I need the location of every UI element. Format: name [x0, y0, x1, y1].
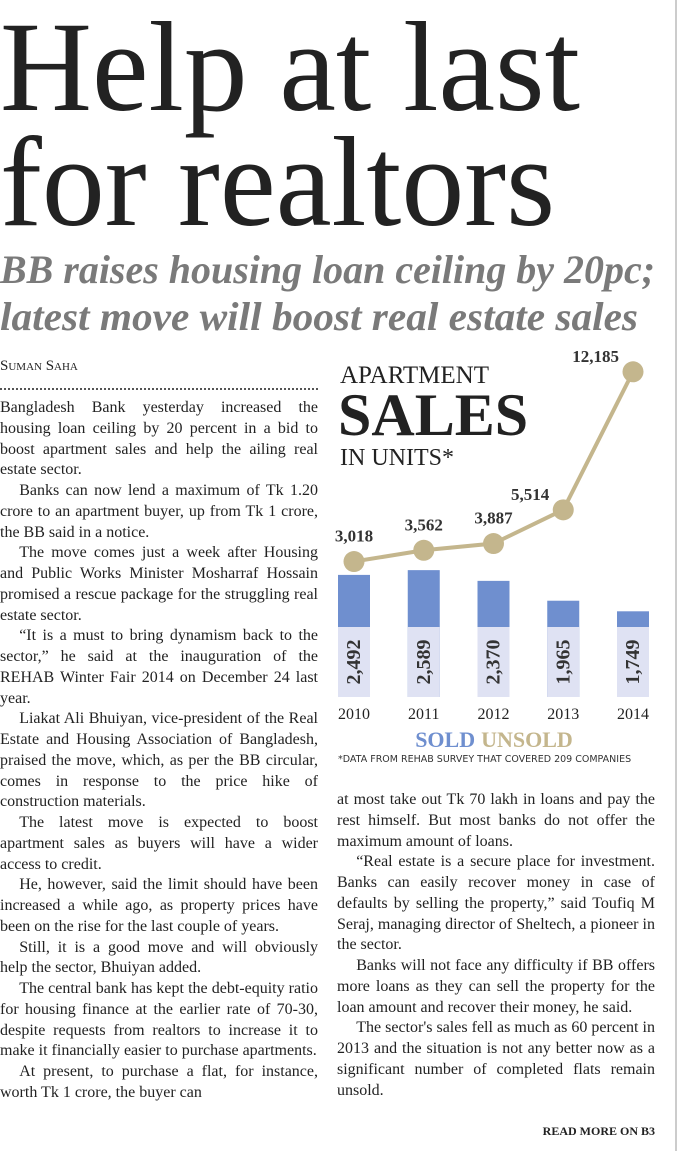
bar-label-box [617, 627, 649, 697]
byline-rule [0, 388, 318, 390]
chart-note: *DATA FROM REHAB SURVEY THAT COVERED 209… [338, 754, 631, 765]
headline: for realtors [0, 111, 555, 253]
paragraph: Bangladesh Bank yesterday increased the … [0, 399, 318, 479]
bar-label-box [477, 627, 510, 697]
bar-label-box [407, 627, 440, 697]
legend: SOLD UNSOLD [415, 727, 573, 752]
point-value-label: 12,185 [572, 347, 619, 366]
point-value-label: 3,562 [405, 515, 443, 534]
chart-subtitle: IN UNITS* [340, 445, 454, 471]
legend-entry: UNSOLD [481, 727, 573, 752]
paragraph: He, however, said the limit should have … [0, 876, 318, 935]
point [413, 539, 435, 561]
bar-label-box [547, 627, 580, 697]
point-value-label: 3,018 [335, 527, 373, 546]
paragraph: “It is a must to bring dynamism back to … [0, 627, 318, 707]
paragraph: The move comes just a week after Housing… [0, 544, 318, 624]
read-more: READ MORE ON B3 [543, 1124, 655, 1138]
bar-value-label: 1,749 [622, 640, 644, 685]
subheadline: BB raises housing loan ceiling by 20pc; [0, 247, 655, 292]
chart-title: SALES [338, 382, 528, 448]
x-tick-label: 2012 [478, 706, 510, 723]
byline: Suman Saha [0, 358, 78, 374]
x-tick-label: 2014 [617, 706, 649, 723]
x-tick-label: 2011 [408, 706, 439, 723]
headline: Help at last [0, 0, 580, 138]
left-column: Bangladesh Bank yesterday increased the … [0, 398, 318, 1104]
point-value-label: 5,514 [511, 485, 550, 504]
chart: APARTMENT SALES IN UNITS* *DATA FROM REH… [335, 347, 649, 765]
paragraph: Banks can now lend a maximum of Tk 1.20 … [0, 482, 318, 541]
paragraph: The latest move is expected to boost apa… [0, 814, 318, 873]
bar-value-label: 1,965 [552, 640, 574, 685]
point [622, 361, 644, 383]
paragraph: at most take out Tk 70 lakh in loans and… [337, 791, 655, 850]
subheadline: latest move will boost real estate sales [0, 294, 638, 339]
bar-value-label: 2,589 [413, 640, 435, 685]
point-value-label: 3,887 [474, 509, 513, 528]
paragraph: At present, to purchase a flat, for inst… [0, 1063, 318, 1101]
bar-value-label: 2,492 [343, 640, 365, 685]
point [483, 533, 504, 555]
x-tick-label: 2013 [547, 706, 579, 723]
point [552, 499, 574, 521]
right-column: at most take out Tk 70 lakh in loans and… [337, 790, 655, 1101]
paragraph: “Real estate is a secure place for inves… [337, 853, 655, 954]
paragraph: Banks will not face any difficulty if BB… [337, 957, 655, 1016]
paragraph: Still, it is a good move and will obviou… [0, 938, 318, 977]
bar-label-box [338, 627, 370, 697]
legend-entry: SOLD [415, 727, 475, 752]
bar-value-label: 2,370 [483, 640, 505, 685]
paragraph: The central bank has kept the debt-equit… [0, 980, 318, 1060]
point [343, 551, 365, 573]
paragraph: The sector's sales fell as much as 60 pe… [337, 1019, 655, 1099]
chart-title: APARTMENT [340, 362, 489, 389]
paragraph: Liakat Ali Bhuiyan, vice-president of th… [0, 710, 318, 811]
x-tick-label: 2010 [338, 706, 370, 723]
